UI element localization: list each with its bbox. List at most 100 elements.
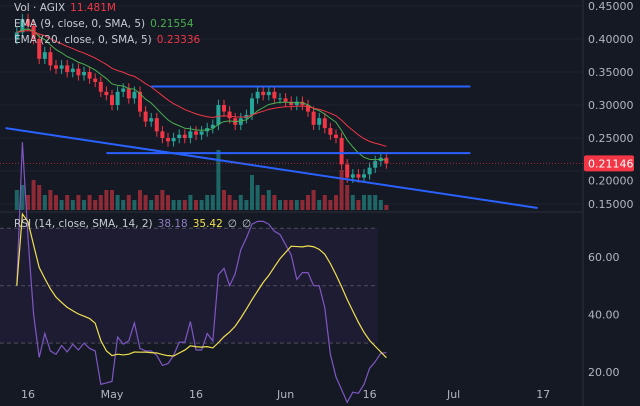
candle-body (362, 174, 366, 178)
volume-bar (238, 195, 243, 210)
legend-ema-20: EMA (20, close, 0, SMA, 5) 0.23336 (14, 34, 200, 46)
candle-body (26, 19, 30, 26)
x-tick-label: Jul (446, 388, 460, 401)
volume-bar (350, 195, 355, 210)
volume-bar (227, 195, 232, 210)
volume-bar (300, 200, 305, 210)
candle-body (339, 138, 344, 165)
volume-bar (177, 200, 182, 210)
candle-body (328, 128, 333, 135)
volume-bar (132, 200, 137, 210)
ema20-value: 0.23336 (156, 34, 201, 46)
candle-body (177, 134, 182, 138)
price-tick-label: 0.15000 (588, 198, 634, 211)
volume-bar (328, 200, 333, 210)
volume-bar (289, 200, 294, 210)
volume-bar (14, 190, 19, 210)
candle-body (98, 81, 103, 92)
price-tick-label: 0.35000 (588, 66, 634, 79)
volume-bar (356, 200, 361, 210)
candle-body (227, 111, 232, 119)
rsi-label: RSI (14, close, SMA, 14, 2) (14, 218, 153, 230)
candle-body (238, 118, 243, 125)
candle-body (65, 65, 70, 72)
rsi-extra-1: ∅ (227, 218, 237, 230)
volume-bar (115, 195, 120, 210)
candle-body (194, 131, 198, 135)
volume-bar (311, 190, 316, 210)
candle-body (143, 111, 148, 122)
price-tick-label: 0.20000 (588, 174, 634, 187)
volume-bar (362, 195, 366, 210)
volume-bar (59, 200, 64, 210)
volume-bar (373, 195, 378, 210)
volume-bar (76, 195, 81, 210)
candle-body (334, 134, 338, 138)
ema-9-line (16, 28, 387, 161)
candle-body (283, 98, 288, 102)
candle-body (266, 91, 271, 96)
rsi-extra-2: ∅ (241, 218, 252, 230)
candle-body (93, 78, 98, 82)
legend-ema-9: EMA (9, close, 0, SMA, 5) 0.21554 (14, 18, 194, 30)
volume-bar (20, 185, 25, 210)
rsi-value: 38.18 (157, 218, 188, 230)
volume-bar (48, 190, 53, 210)
rsi-ma-value: 35.42 (192, 218, 223, 230)
volume-bar (143, 195, 148, 210)
candle-body (350, 174, 355, 178)
volume-bar (199, 200, 204, 210)
volume-bar (322, 195, 327, 210)
volume-bar (367, 195, 372, 210)
candle-body (356, 174, 361, 178)
volume-bar (149, 200, 154, 210)
volume-bar (154, 195, 159, 210)
candle-body (20, 19, 25, 33)
rsi-tick-label: 40.00 (588, 308, 620, 321)
price-tick-label: 0.25000 (588, 132, 634, 145)
candle-body (373, 161, 378, 168)
current-price-badge (584, 155, 634, 172)
candle-body (121, 88, 126, 92)
trendline (5, 127, 538, 209)
x-tick-label: 17 (536, 388, 550, 401)
volume-bar (255, 185, 260, 210)
x-tick-label: 16 (189, 388, 203, 401)
volume-bar (110, 190, 114, 210)
volume-bar (188, 195, 193, 210)
candle-body (345, 164, 350, 178)
price-tick-label: 0.45000 (588, 0, 634, 13)
candle-body (160, 131, 165, 138)
price-tick-label: 0.40000 (588, 33, 634, 46)
volume-bar (384, 205, 389, 210)
volume-bar (339, 170, 344, 210)
candle-body (384, 157, 389, 164)
x-tick-label: May (101, 388, 124, 401)
volume-bar (104, 190, 109, 210)
volume-bar (194, 200, 198, 210)
candle-body (322, 118, 327, 129)
candle-body (311, 111, 316, 125)
candle-body (294, 101, 299, 105)
volume-bar (244, 200, 249, 210)
volume-bar (278, 200, 282, 210)
volume-bar (294, 200, 299, 210)
volume-bar (266, 190, 271, 210)
volume-bar (306, 195, 310, 210)
candle-body (216, 105, 221, 125)
volume-bar (126, 195, 131, 210)
candle-body (115, 91, 120, 105)
volume-bar (54, 195, 58, 210)
volume-bar (37, 185, 42, 210)
candle-body (166, 138, 170, 142)
volume-bar (171, 200, 176, 210)
volume-bar (210, 195, 215, 210)
candle-body (31, 25, 36, 39)
volume-bar (334, 195, 338, 210)
current-price-label: 0.21146 (588, 157, 634, 170)
rsi-line (16, 142, 387, 404)
candle-body (317, 118, 322, 125)
candle-body (138, 91, 142, 112)
candle-body (59, 65, 64, 69)
